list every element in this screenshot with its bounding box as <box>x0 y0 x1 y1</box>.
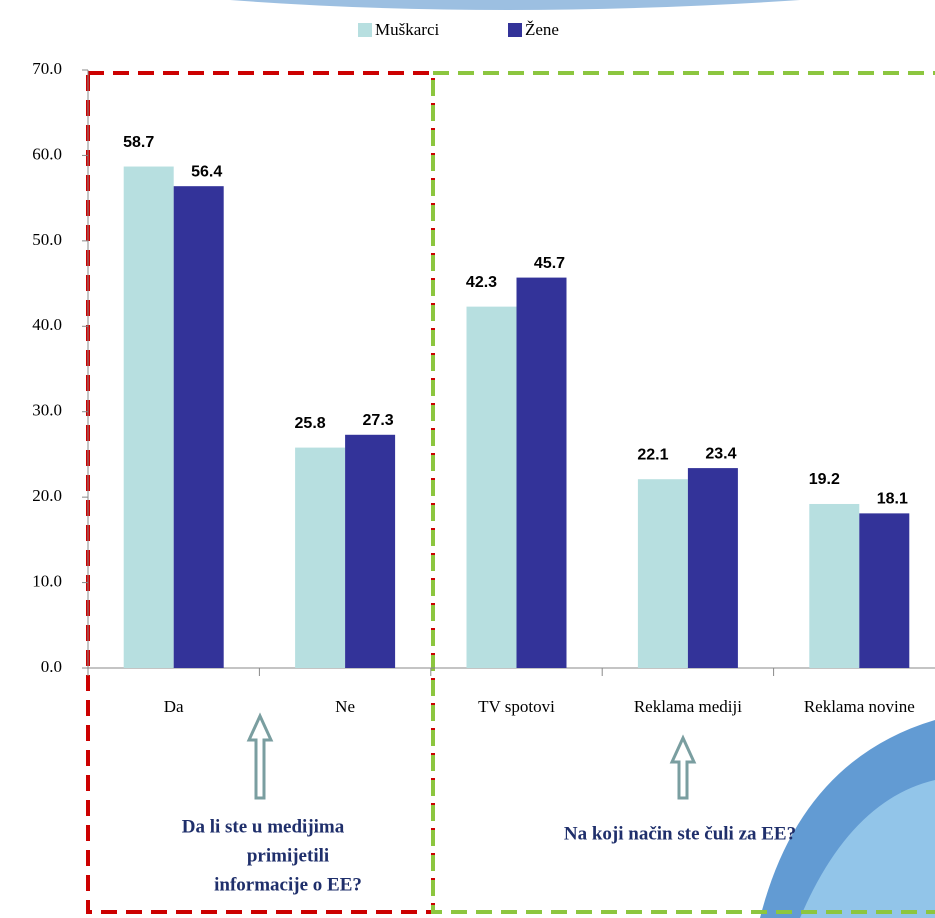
y-tick-label: 20.0 <box>32 486 62 505</box>
bar <box>123 166 174 668</box>
decoration <box>800 780 935 918</box>
arrow <box>669 734 697 800</box>
arrow <box>246 712 274 800</box>
y-tick-label: 60.0 <box>32 144 62 163</box>
bar <box>687 468 738 668</box>
bar <box>859 513 910 668</box>
x-tick-label: Da <box>164 697 184 716</box>
y-tick-label: 0.0 <box>41 657 62 676</box>
y-tick-label: 40.0 <box>32 315 62 334</box>
x-tick-label: Reklama novine <box>804 697 915 716</box>
value-label: 23.4 <box>705 445 736 462</box>
annotation: informacije o EE? <box>214 874 362 895</box>
x-tick-label: Ne <box>335 697 355 716</box>
bar <box>466 306 517 668</box>
legend-swatch <box>358 23 372 37</box>
value-label: 58.7 <box>123 134 154 151</box>
value-label: 45.7 <box>534 255 565 272</box>
bar <box>173 186 224 668</box>
value-label: 18.1 <box>877 491 908 508</box>
x-tick-label: TV spotovi <box>478 697 555 716</box>
value-label: 42.3 <box>466 274 497 291</box>
value-label: 56.4 <box>191 163 222 180</box>
y-tick-label: 50.0 <box>32 230 62 249</box>
value-label: 19.2 <box>809 471 840 488</box>
annotation: Da li ste u medijima <box>182 816 345 837</box>
value-label: 25.8 <box>295 415 326 432</box>
bar <box>516 277 567 668</box>
annotation: Na koji način ste čuli za EE? <box>564 823 796 844</box>
bar <box>345 434 396 668</box>
value-label: 22.1 <box>637 446 668 463</box>
y-tick-label: 70.0 <box>32 59 62 78</box>
legend-swatch <box>508 23 522 37</box>
legend-label: Muškarci <box>375 20 439 39</box>
bar <box>809 503 860 668</box>
bar <box>295 447 346 668</box>
annotation: primijetili <box>247 845 329 866</box>
y-tick-label: 30.0 <box>32 401 62 420</box>
bar <box>637 479 688 668</box>
decoration <box>230 0 800 10</box>
value-label: 27.3 <box>363 412 394 429</box>
x-tick-label: Reklama mediji <box>634 697 742 716</box>
group-box <box>431 71 935 914</box>
legend-label: Žene <box>525 20 559 39</box>
y-tick-label: 10.0 <box>32 571 62 590</box>
